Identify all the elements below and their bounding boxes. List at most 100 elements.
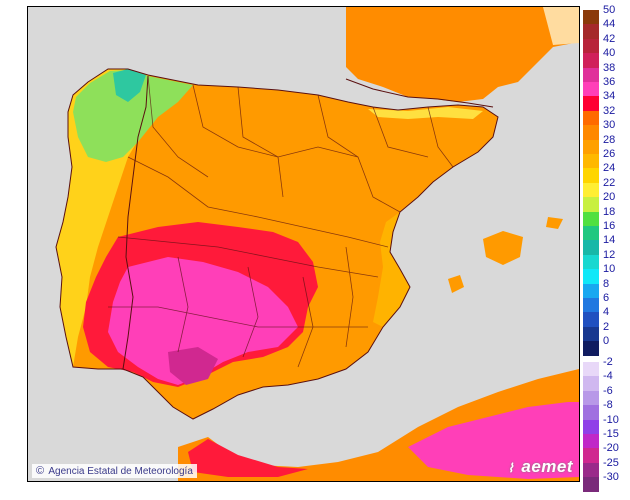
legend-label: 36 bbox=[603, 76, 616, 88]
map-canvas bbox=[55, 7, 579, 481]
portugal-border bbox=[122, 75, 149, 370]
legend-label: 42 bbox=[603, 32, 616, 45]
legend-swatch bbox=[583, 226, 599, 241]
legend-swatch bbox=[583, 362, 599, 377]
legend-entry: 38 bbox=[583, 62, 628, 82]
legend-swatch bbox=[583, 405, 599, 420]
pyrenees-border bbox=[345, 78, 494, 108]
temperature-map: © Agencia Estatal de Meteorología ⌇ aeme… bbox=[27, 6, 580, 482]
legend-entry: 24 bbox=[583, 162, 628, 183]
legend-swatch bbox=[583, 67, 599, 82]
legend-swatch bbox=[583, 477, 599, 492]
legend-swatch bbox=[583, 312, 599, 327]
peninsula-outline bbox=[55, 68, 499, 420]
legend-entry: 42 bbox=[583, 33, 628, 54]
legend-label: 24 bbox=[603, 162, 616, 175]
legend-label: -6 bbox=[603, 384, 613, 397]
legend-swatch bbox=[583, 240, 599, 255]
legend-entry: -10 bbox=[583, 414, 628, 434]
extreme-hot-spot bbox=[168, 347, 218, 385]
legend-swatch bbox=[583, 125, 599, 140]
legend-label: 40 bbox=[603, 47, 616, 60]
legend-label: -4 bbox=[603, 370, 613, 383]
legend-label: 6 bbox=[603, 292, 610, 304]
legend-label: 20 bbox=[603, 191, 616, 204]
legend-label: -30 bbox=[603, 471, 619, 484]
legend-swatch bbox=[583, 341, 599, 356]
legend-label: -20 bbox=[603, 442, 619, 455]
legend-entry: 2 bbox=[583, 321, 628, 342]
legend-swatch bbox=[583, 110, 599, 126]
legend-entry: 0 bbox=[583, 335, 628, 356]
legend-entry: 18 bbox=[583, 206, 628, 226]
legend-label: 0 bbox=[603, 335, 610, 348]
legend-swatch bbox=[583, 82, 599, 97]
legend-swatch bbox=[583, 211, 599, 226]
legend-swatch bbox=[583, 53, 599, 68]
legend-entry: -8 bbox=[583, 399, 628, 420]
legend-label: 14 bbox=[603, 234, 616, 247]
copyright-icon: © bbox=[36, 465, 45, 477]
legend-label: 8 bbox=[603, 277, 610, 290]
brand-swirl-icon: ⌇ bbox=[507, 461, 515, 475]
legend-entry: 34 bbox=[583, 90, 628, 111]
legend-swatch bbox=[583, 24, 599, 39]
legend-entry: 20 bbox=[583, 191, 628, 212]
legend-entry: -4 bbox=[583, 370, 628, 391]
legend-label: -25 bbox=[603, 456, 619, 469]
legend-entry: 10 bbox=[583, 263, 628, 284]
province-borders bbox=[108, 75, 454, 368]
legend-swatch bbox=[583, 10, 599, 25]
legend-label: 10 bbox=[603, 263, 616, 276]
credit-label: © Agencia Estatal de Meteorología bbox=[32, 464, 197, 478]
legend-label: 44 bbox=[603, 18, 616, 31]
legend-swatch bbox=[583, 390, 599, 406]
legend-entry: -30 bbox=[583, 471, 628, 492]
legend-swatch bbox=[583, 462, 599, 478]
legend-label: 2 bbox=[603, 320, 610, 333]
legend-entry: 50 bbox=[583, 4, 628, 25]
legend-swatch bbox=[583, 326, 599, 342]
legend-label: 4 bbox=[603, 306, 610, 319]
legend-entry: 26 bbox=[583, 148, 628, 169]
legend-entry: -2 bbox=[583, 356, 628, 377]
legend-entry: 14 bbox=[583, 234, 628, 255]
legend-label: 16 bbox=[603, 220, 616, 232]
legend-label: 18 bbox=[603, 205, 616, 218]
legend-swatch bbox=[583, 376, 599, 391]
legend-swatch bbox=[583, 38, 599, 54]
legend-swatch bbox=[583, 197, 599, 212]
legend-swatch bbox=[583, 96, 599, 111]
legend-entry: 36 bbox=[583, 76, 628, 97]
legend-entry: 40 bbox=[583, 47, 628, 68]
ibiza bbox=[448, 275, 464, 293]
legend-swatch bbox=[583, 154, 599, 169]
brand-text: aemet bbox=[521, 457, 573, 476]
legend-label: 34 bbox=[603, 90, 616, 103]
legend-swatch bbox=[583, 254, 599, 270]
legend-entry: 28 bbox=[583, 134, 628, 154]
france-alps-pale bbox=[543, 7, 579, 45]
legend-swatch bbox=[583, 168, 599, 183]
legend-entry: -15 bbox=[583, 428, 628, 449]
credit-text: Agencia Estatal de Meteorología bbox=[48, 466, 193, 477]
pyrenees-cool bbox=[368, 107, 483, 119]
legend-entry: -25 bbox=[583, 457, 628, 478]
legend-label: 30 bbox=[603, 119, 616, 132]
legend-label: -10 bbox=[603, 413, 619, 426]
legend-swatch bbox=[583, 448, 599, 463]
legend-entry: 16 bbox=[583, 220, 628, 241]
brand-logo: ⌇ aemet bbox=[508, 457, 573, 477]
legend-label: -2 bbox=[603, 356, 613, 368]
menorca bbox=[546, 217, 563, 229]
legend-entry: 6 bbox=[583, 292, 628, 313]
legend-entry: 30 bbox=[583, 119, 628, 140]
legend-swatch bbox=[583, 298, 599, 313]
legend-label: -15 bbox=[603, 428, 619, 440]
east-coast-warm bbox=[373, 212, 410, 327]
cantabrian-teal bbox=[113, 69, 146, 102]
legend-label: 50 bbox=[603, 4, 616, 16]
legend-swatch bbox=[583, 434, 599, 449]
northwest-cool-zone bbox=[73, 70, 193, 162]
legend-swatch bbox=[583, 139, 599, 154]
